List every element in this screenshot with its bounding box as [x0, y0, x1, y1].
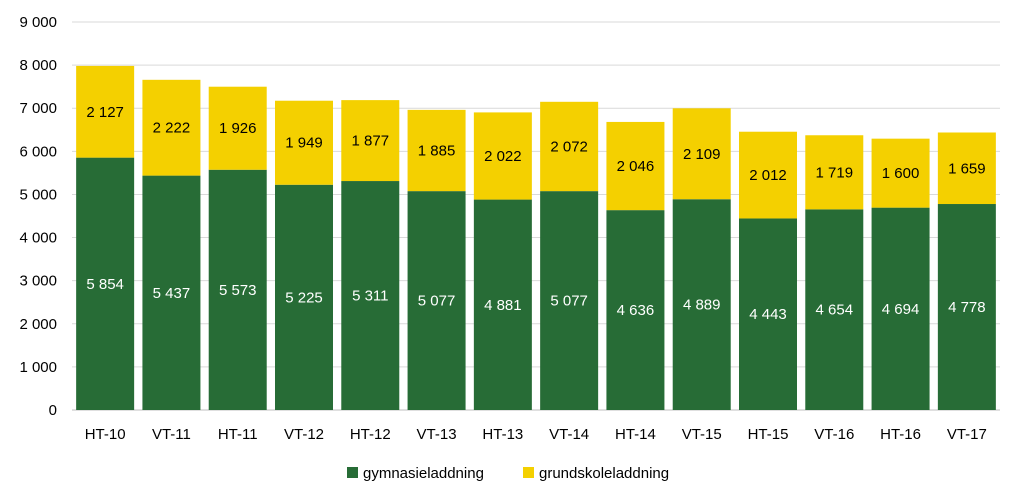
- bar-segment-grundskoleladdning: [739, 131, 797, 219]
- data-label: 5 077: [418, 293, 456, 310]
- bar-segment-gymnasieladdning: [739, 218, 797, 410]
- data-label: 1 885: [418, 142, 456, 159]
- data-label: 4 889: [683, 297, 721, 314]
- data-label: 2 012: [749, 167, 787, 184]
- bar-segment-grundskoleladdning: [672, 108, 731, 200]
- y-tick-label: 2 000: [19, 316, 57, 333]
- bar-segment-gymnasieladdning: [937, 204, 996, 410]
- bar-segment-gymnasieladdning: [208, 169, 267, 410]
- y-tick-label: 0: [49, 402, 57, 419]
- y-tick-label: 9 000: [19, 14, 57, 31]
- data-label: 1 600: [882, 165, 920, 182]
- bar-segment-grundskoleladdning: [142, 79, 201, 176]
- legend-label: gymnasieladdning: [363, 465, 484, 482]
- y-tick-label: 8 000: [19, 57, 57, 74]
- y-tick-label: 3 000: [19, 273, 57, 290]
- x-tick-label: HT-10: [85, 426, 126, 443]
- data-label: 4 654: [816, 302, 854, 319]
- y-tick-label: 4 000: [19, 230, 57, 247]
- legend-swatch: [523, 467, 534, 478]
- data-label: 2 046: [617, 158, 655, 175]
- x-tick-label: VT-16: [814, 426, 854, 443]
- y-tick-label: 5 000: [19, 186, 57, 203]
- bar-segment-grundskoleladdning: [473, 112, 532, 200]
- bars: [76, 65, 996, 410]
- data-label: 1 877: [352, 133, 390, 150]
- bar-segment-gymnasieladdning: [142, 175, 201, 410]
- legend-swatch: [347, 467, 358, 478]
- x-tick-label: VT-11: [152, 426, 191, 443]
- data-label: 2 109: [683, 146, 721, 163]
- bar-segment-gymnasieladdning: [540, 191, 599, 410]
- bar-segment-gymnasieladdning: [473, 199, 532, 410]
- data-label: 1 719: [816, 164, 854, 181]
- x-axis-ticks: HT-10 VT-11 HT-11 VT-12 HT-12 VT-13 HT-13 VT-14…: [85, 426, 987, 443]
- x-tick-label: HT-16: [880, 426, 921, 443]
- x-tick-label: VT-17: [947, 426, 987, 443]
- data-label: 5 573: [219, 282, 257, 299]
- data-label: 2 072: [550, 138, 588, 155]
- data-label: 4 443: [749, 306, 787, 323]
- bar-segment-grundskoleladdning: [871, 138, 930, 208]
- data-label: 2 022: [484, 148, 522, 165]
- x-tick-label: HT-13: [482, 426, 523, 443]
- x-tick-label: VT-14: [549, 426, 589, 443]
- data-label: 1 659: [948, 160, 986, 177]
- data-label: 5 077: [550, 293, 588, 310]
- data-labels: 5 854 2 127 5 437 2 222 5 573 1 926 5 225 1 949…: [86, 104, 985, 323]
- bar-segment-gymnasieladdning: [805, 209, 864, 410]
- bar-segment-grundskoleladdning: [76, 65, 135, 158]
- x-tick-label: HT-11: [218, 426, 258, 443]
- bar-segment-grundskoleladdning: [208, 86, 267, 170]
- bar-segment-grundskoleladdning: [407, 109, 466, 192]
- bar-segment-gymnasieladdning: [407, 191, 466, 410]
- bar-segment-gymnasieladdning: [341, 181, 400, 410]
- x-tick-label: HT-12: [350, 426, 391, 443]
- x-tick-label: VT-15: [682, 426, 722, 443]
- bar-segment-grundskoleladdning: [341, 100, 400, 182]
- bar-segment-grundskoleladdning: [937, 132, 996, 205]
- data-label: 1 949: [285, 135, 323, 152]
- bar-segment-gymnasieladdning: [672, 199, 731, 410]
- data-label: 4 881: [484, 297, 522, 314]
- data-label: 5 437: [153, 285, 191, 302]
- data-label: 2 222: [153, 120, 191, 137]
- bar-segment-grundskoleladdning: [805, 135, 864, 210]
- data-label: 4 778: [948, 299, 986, 316]
- y-tick-label: 7 000: [19, 100, 57, 117]
- x-tick-label: VT-12: [284, 426, 324, 443]
- data-label: 4 694: [882, 301, 920, 318]
- y-tick-label: 6 000: [19, 143, 57, 160]
- data-label: 1 926: [219, 120, 257, 137]
- bar-segment-gymnasieladdning: [76, 157, 135, 410]
- bar-segment-gymnasieladdning: [275, 184, 333, 410]
- x-tick-label: HT-15: [748, 426, 789, 443]
- y-tick-label: 1 000: [19, 359, 57, 376]
- data-label: 5 225: [285, 289, 323, 306]
- data-label: 5 311: [352, 288, 388, 305]
- data-label: 2 127: [86, 104, 124, 121]
- bar-segment-grundskoleladdning: [606, 121, 665, 211]
- legend: gymnasieladdning grundskoleladdning: [347, 465, 669, 482]
- legend-label: grundskoleladdning: [539, 465, 669, 482]
- data-label: 5 854: [86, 276, 124, 293]
- x-tick-label: VT-13: [417, 426, 457, 443]
- bar-segment-gymnasieladdning: [606, 210, 665, 410]
- bar-segment-grundskoleladdning: [540, 101, 599, 192]
- x-tick-label: HT-14: [615, 426, 656, 443]
- y-axis-ticks: 0 1 000 2 000 3 000 4 000 5 000 6 000 7 000 8 00…: [19, 14, 57, 419]
- bar-segment-gymnasieladdning: [871, 207, 930, 410]
- bar-segment-grundskoleladdning: [275, 100, 333, 185]
- data-label: 4 636: [617, 302, 655, 319]
